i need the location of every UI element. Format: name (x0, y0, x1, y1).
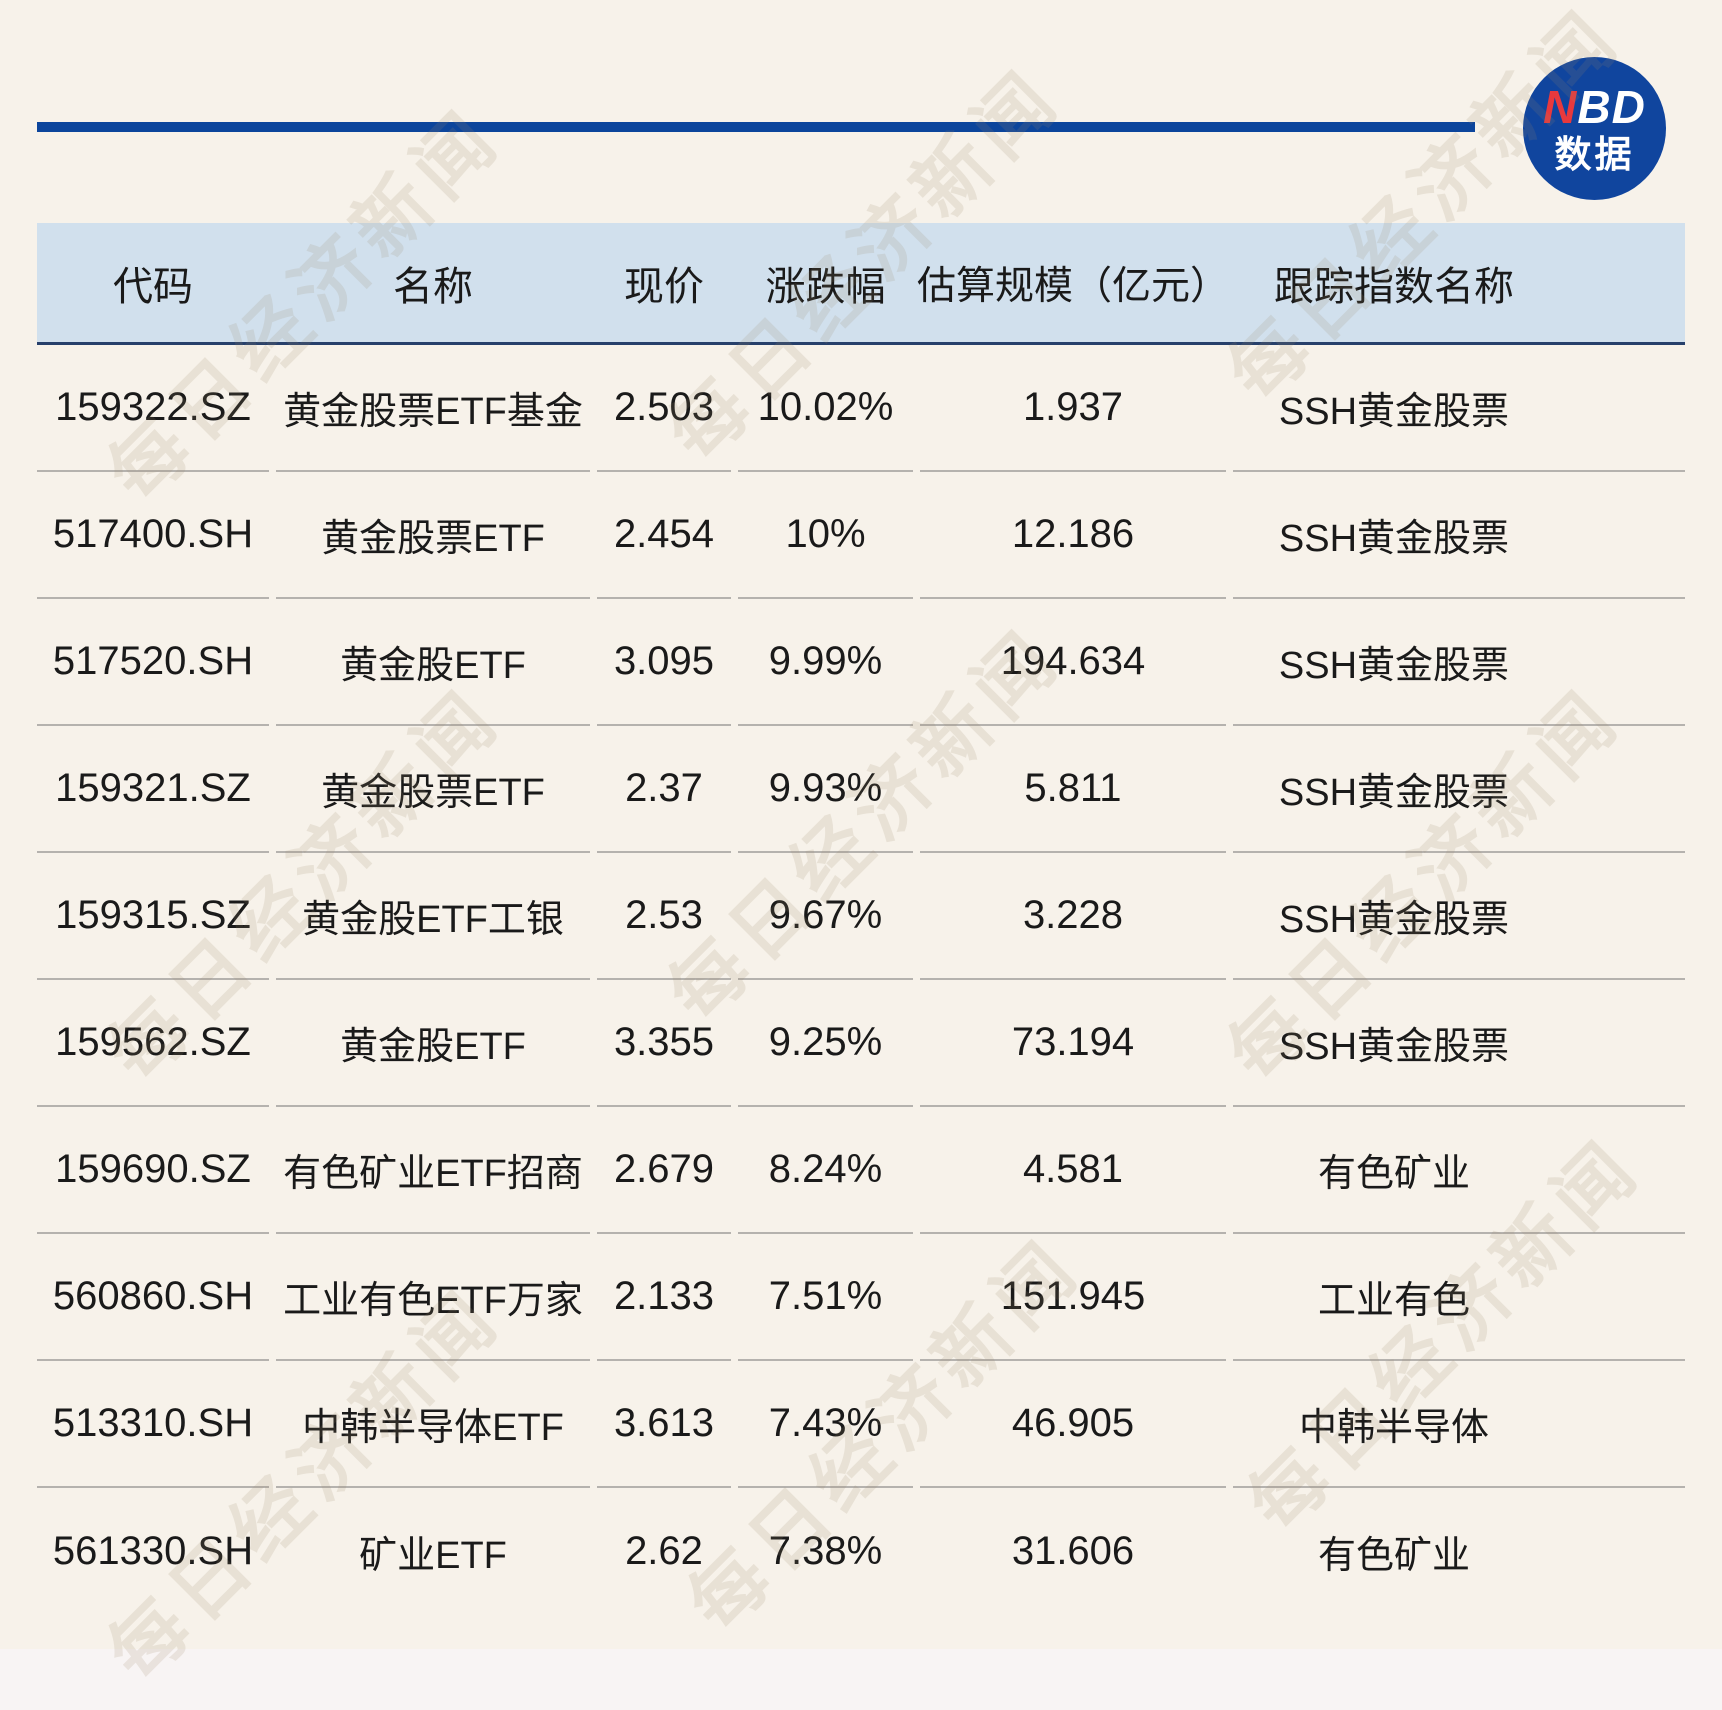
cell-change: 9.25% (738, 980, 913, 1107)
nbd-logo-subtitle: 数据 (1554, 134, 1635, 175)
header-divider-rule (37, 122, 1475, 132)
cell-code: 159321.SZ (37, 726, 269, 853)
cell-name: 黄金股ETF (276, 980, 590, 1107)
cell-scale: 194.634 (920, 599, 1226, 726)
cell-name: 黄金股票ETF (276, 472, 590, 599)
cell-price: 2.503 (597, 345, 731, 472)
table-row: 159562.SZ 黄金股ETF 3.355 9.25% 73.194 SSH黄… (37, 980, 1685, 1107)
cell-index: 有色矿业 (1233, 1107, 1685, 1234)
cell-price: 2.53 (597, 853, 731, 980)
cell-code: 159690.SZ (37, 1107, 269, 1234)
cell-change: 7.43% (738, 1361, 913, 1488)
header-price: 现价 (624, 264, 704, 309)
cell-code: 561330.SH (52, 1529, 254, 1573)
cell-scale: 4.581 (920, 1107, 1226, 1234)
cell-name: 黄金股ETF工银 (276, 853, 590, 980)
bottom-strip (0, 1649, 1722, 1710)
cell-code: 560860.SH (37, 1234, 269, 1361)
cell-name: 工业有色ETF万家 (276, 1234, 590, 1361)
cell-price: 2.679 (597, 1107, 731, 1234)
table-row: 159321.SZ 黄金股票ETF 2.37 9.93% 5.811 SSH黄金… (37, 726, 1685, 853)
cell-index: SSH黄金股票 (1233, 472, 1685, 599)
cell-scale: 73.194 (920, 980, 1226, 1107)
cell-price: 3.355 (597, 980, 731, 1107)
cell-index: SSH黄金股票 (1233, 726, 1685, 853)
nbd-logo-letters-bd: BD (1577, 81, 1646, 133)
header-change: 涨跌幅 (765, 264, 886, 309)
table-header-row: 代码 名称 现价 涨跌幅 估算规模（亿元） 跟踪指数名称 (37, 223, 1685, 345)
cell-index: SSH黄金股票 (1233, 980, 1685, 1107)
cell-index: SSH黄金股票 (1233, 345, 1685, 472)
cell-code: 159322.SZ (37, 345, 269, 472)
cell-change: 7.51% (738, 1234, 913, 1361)
cell-change: 9.99% (738, 599, 913, 726)
header-name: 名称 (393, 264, 473, 309)
cell-scale: 5.811 (920, 726, 1226, 853)
cell-index: 有色矿业 (1317, 1535, 1470, 1577)
cell-change: 9.93% (738, 726, 913, 853)
cell-index: 中韩半导体 (1233, 1361, 1685, 1488)
cell-change: 10% (738, 472, 913, 599)
cell-name: 黄金股票ETF基金 (276, 345, 590, 472)
cell-name: 中韩半导体ETF (276, 1361, 590, 1488)
header-index: 跟踪指数名称 (1274, 264, 1514, 309)
cell-name: 有色矿业ETF招商 (276, 1107, 590, 1234)
cell-name: 矿业ETF (359, 1535, 507, 1577)
table-row: 513310.SH 中韩半导体ETF 3.613 7.43% 46.905 中韩… (37, 1361, 1685, 1488)
table-row: 159315.SZ 黄金股ETF工银 2.53 9.67% 3.228 SSH黄… (37, 853, 1685, 980)
cell-price: 2.454 (597, 472, 731, 599)
table-row: 561330.SH 矿业ETF 2.62 7.38% 31.606 有色矿业 (37, 1488, 1685, 1615)
cell-change: 9.67% (738, 853, 913, 980)
nbd-logo-letter-n: N (1543, 81, 1578, 133)
cell-scale: 46.905 (920, 1361, 1226, 1488)
cell-code: 513310.SH (37, 1361, 269, 1488)
cell-scale: 3.228 (920, 853, 1226, 980)
nbd-logo: NBD 数据 (1523, 57, 1666, 200)
cell-index: 工业有色 (1233, 1234, 1685, 1361)
table-row: 517520.SH 黄金股ETF 3.095 9.99% 194.634 SSH… (37, 599, 1685, 726)
cell-change: 10.02% (738, 345, 913, 472)
cell-code: 517520.SH (37, 599, 269, 726)
cell-code: 159315.SZ (37, 853, 269, 980)
table-row: 517400.SH 黄金股票ETF 2.454 10% 12.186 SSH黄金… (37, 472, 1685, 599)
cell-change: 7.38% (768, 1529, 883, 1573)
nbd-logo-text: NBD (1543, 84, 1646, 130)
etf-table: 代码 名称 现价 涨跌幅 估算规模（亿元） 跟踪指数名称 159322.SZ 黄… (37, 223, 1685, 1615)
cell-code: 517400.SH (37, 472, 269, 599)
cell-price: 2.37 (597, 726, 731, 853)
header-code: 代码 (113, 264, 193, 309)
cell-scale: 31.606 (1011, 1529, 1135, 1573)
cell-name: 黄金股ETF (276, 599, 590, 726)
table-row: 159690.SZ 有色矿业ETF招商 2.679 8.24% 4.581 有色… (37, 1107, 1685, 1234)
cell-price: 2.133 (597, 1234, 731, 1361)
cell-scale: 12.186 (920, 472, 1226, 599)
cell-price: 3.613 (597, 1361, 731, 1488)
cell-name: 黄金股票ETF (276, 726, 590, 853)
table-row: 560860.SH 工业有色ETF万家 2.133 7.51% 151.945 … (37, 1234, 1685, 1361)
cell-price: 2.62 (625, 1529, 703, 1573)
cell-index: SSH黄金股票 (1233, 599, 1685, 726)
cell-change: 8.24% (738, 1107, 913, 1234)
header-scale: 估算规模（亿元） (917, 264, 1230, 308)
cell-price: 3.095 (597, 599, 731, 726)
cell-code: 159562.SZ (37, 980, 269, 1107)
table-row: 159322.SZ 黄金股票ETF基金 2.503 10.02% 1.937 S… (37, 345, 1685, 472)
cell-scale: 1.937 (920, 345, 1226, 472)
cell-index: SSH黄金股票 (1233, 853, 1685, 980)
cell-scale: 151.945 (920, 1234, 1226, 1361)
